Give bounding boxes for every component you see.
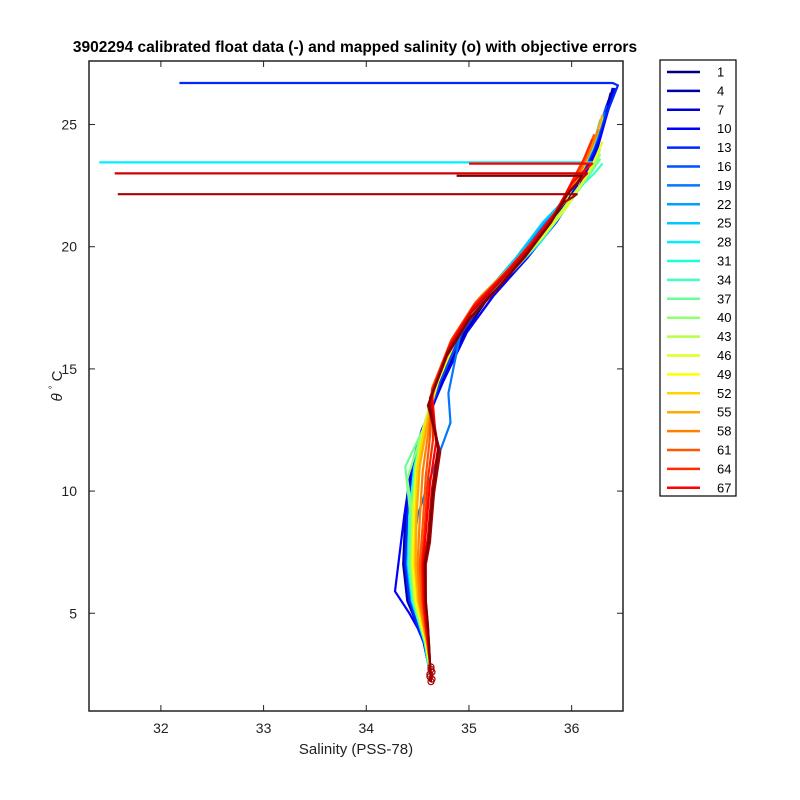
legend-label-49: 49: [717, 367, 731, 382]
y-tick-label: 25: [61, 117, 77, 133]
plot-lines: [99, 81, 619, 682]
series-line-40: [406, 153, 602, 680]
series-line-55: [414, 114, 604, 680]
legend-label-19: 19: [717, 178, 731, 193]
legend-label-25: 25: [717, 216, 731, 231]
y-tick-label: 5: [69, 605, 77, 621]
series-line-34: [408, 162, 604, 680]
legend-label-34: 34: [717, 272, 731, 287]
mapped-points: [426, 663, 436, 686]
legend-label-61: 61: [717, 443, 731, 458]
series-line-64: [420, 138, 594, 680]
legend-label-16: 16: [717, 159, 731, 174]
legend-label-37: 37: [717, 291, 731, 306]
series-line-25: [407, 119, 602, 680]
series-line-31: [407, 129, 600, 680]
mapped-point: [427, 663, 435, 671]
legend-label-1: 1: [717, 65, 724, 80]
legend-label-7: 7: [717, 102, 724, 117]
series-line-extra-25: [423, 174, 583, 682]
y-tick-label: 20: [61, 239, 77, 255]
y-axis-label-degree: °: [48, 385, 59, 389]
legend-label-28: 28: [717, 235, 731, 250]
series-line-43: [410, 148, 602, 680]
series-line-67: [421, 162, 594, 680]
series-line-52: [413, 124, 602, 680]
legend-label-58: 58: [717, 424, 731, 439]
legend-label-31: 31: [717, 254, 731, 269]
x-axis-label: Salinity (PSS-78): [299, 741, 413, 758]
series-line-61: [418, 133, 596, 680]
legend-label-52: 52: [717, 386, 731, 401]
legend-label-64: 64: [717, 461, 731, 476]
x-tick-label: 34: [358, 720, 374, 736]
legend-label-67: 67: [717, 480, 731, 495]
legend-label-10: 10: [717, 121, 731, 136]
legend-label-46: 46: [717, 348, 731, 363]
plot-frame: [88, 60, 624, 712]
y-axis-label-symbol: θ: [49, 393, 66, 401]
x-tick-label: 36: [564, 720, 580, 736]
chart-title: 3902294 calibrated float data (-) and ma…: [73, 39, 637, 56]
legend-label-22: 22: [717, 197, 731, 212]
series-line-49: [412, 116, 604, 680]
legend-label-13: 13: [717, 140, 731, 155]
y-tick-label: 10: [61, 483, 77, 499]
legend-label-55: 55: [717, 405, 731, 420]
series-line-19: [410, 111, 606, 680]
x-tick-label: 35: [461, 720, 477, 736]
y-axis-label-unit: C: [49, 370, 66, 381]
series-line-extra-23: [114, 172, 589, 682]
series-line-28: [99, 161, 594, 680]
y-tick-label: 15: [61, 361, 77, 377]
x-axis: 32 33 34 35 36: [153, 61, 580, 736]
series-line-46: [411, 141, 604, 680]
legend: 1 4 7 10 13 16 19 22 25 28 31 34 37 40 43 46 49 52 55 58 61 6…: [659, 59, 737, 497]
x-tick-label: 33: [256, 720, 272, 736]
legend-label-43: 43: [717, 329, 731, 344]
legend-label-4: 4: [717, 83, 724, 98]
legend-box: [659, 59, 737, 497]
mapped-point: [427, 665, 435, 674]
legend-label-40: 40: [717, 310, 731, 325]
y-axis-label: θ ° C: [48, 370, 66, 401]
y-axis: 5 10 15 20 25: [61, 117, 623, 621]
x-tick-label: 32: [153, 720, 169, 736]
series-line-58: [416, 129, 600, 680]
mapped-point: [428, 675, 436, 683]
